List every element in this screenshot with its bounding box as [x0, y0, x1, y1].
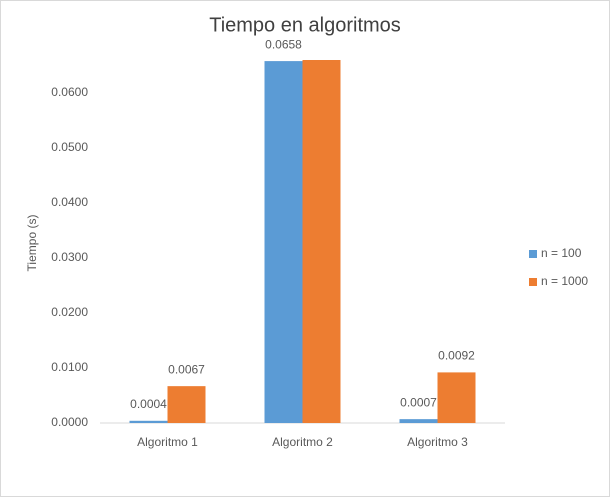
y-tick-label: 0.0400	[51, 195, 88, 209]
legend-swatch	[529, 278, 537, 286]
bar	[437, 372, 476, 423]
bar	[399, 419, 438, 423]
data-label: 0.0007	[400, 395, 437, 409]
y-tick-label: 0.0000	[51, 415, 88, 429]
data-label: 0.0067	[168, 362, 205, 376]
data-label: 0.0658	[265, 37, 302, 51]
legend-swatch	[529, 250, 537, 258]
data-label: 0.0092	[438, 349, 475, 363]
x-tick-label: Algoritmo 3	[407, 435, 468, 449]
bar	[302, 60, 341, 423]
y-tick-label: 0.0300	[51, 250, 88, 264]
x-tick-label: Algoritmo 1	[137, 435, 198, 449]
bar	[167, 386, 206, 423]
legend-label: n = 1000	[541, 274, 588, 288]
y-axis-title: Tiempo (s)	[25, 215, 39, 272]
chart-title: Tiempo en algoritmos	[209, 14, 401, 36]
bar	[264, 61, 303, 423]
x-tick-label: Algoritmo 2	[272, 435, 333, 449]
y-tick-label: 0.0100	[51, 360, 88, 374]
y-tick-label: 0.0200	[51, 305, 88, 319]
bar	[129, 420, 168, 423]
legend-label: n = 100	[541, 246, 582, 260]
y-tick-label: 0.0600	[51, 85, 88, 99]
data-label: 0.0004	[130, 397, 167, 411]
y-tick-label: 0.0500	[51, 140, 88, 154]
